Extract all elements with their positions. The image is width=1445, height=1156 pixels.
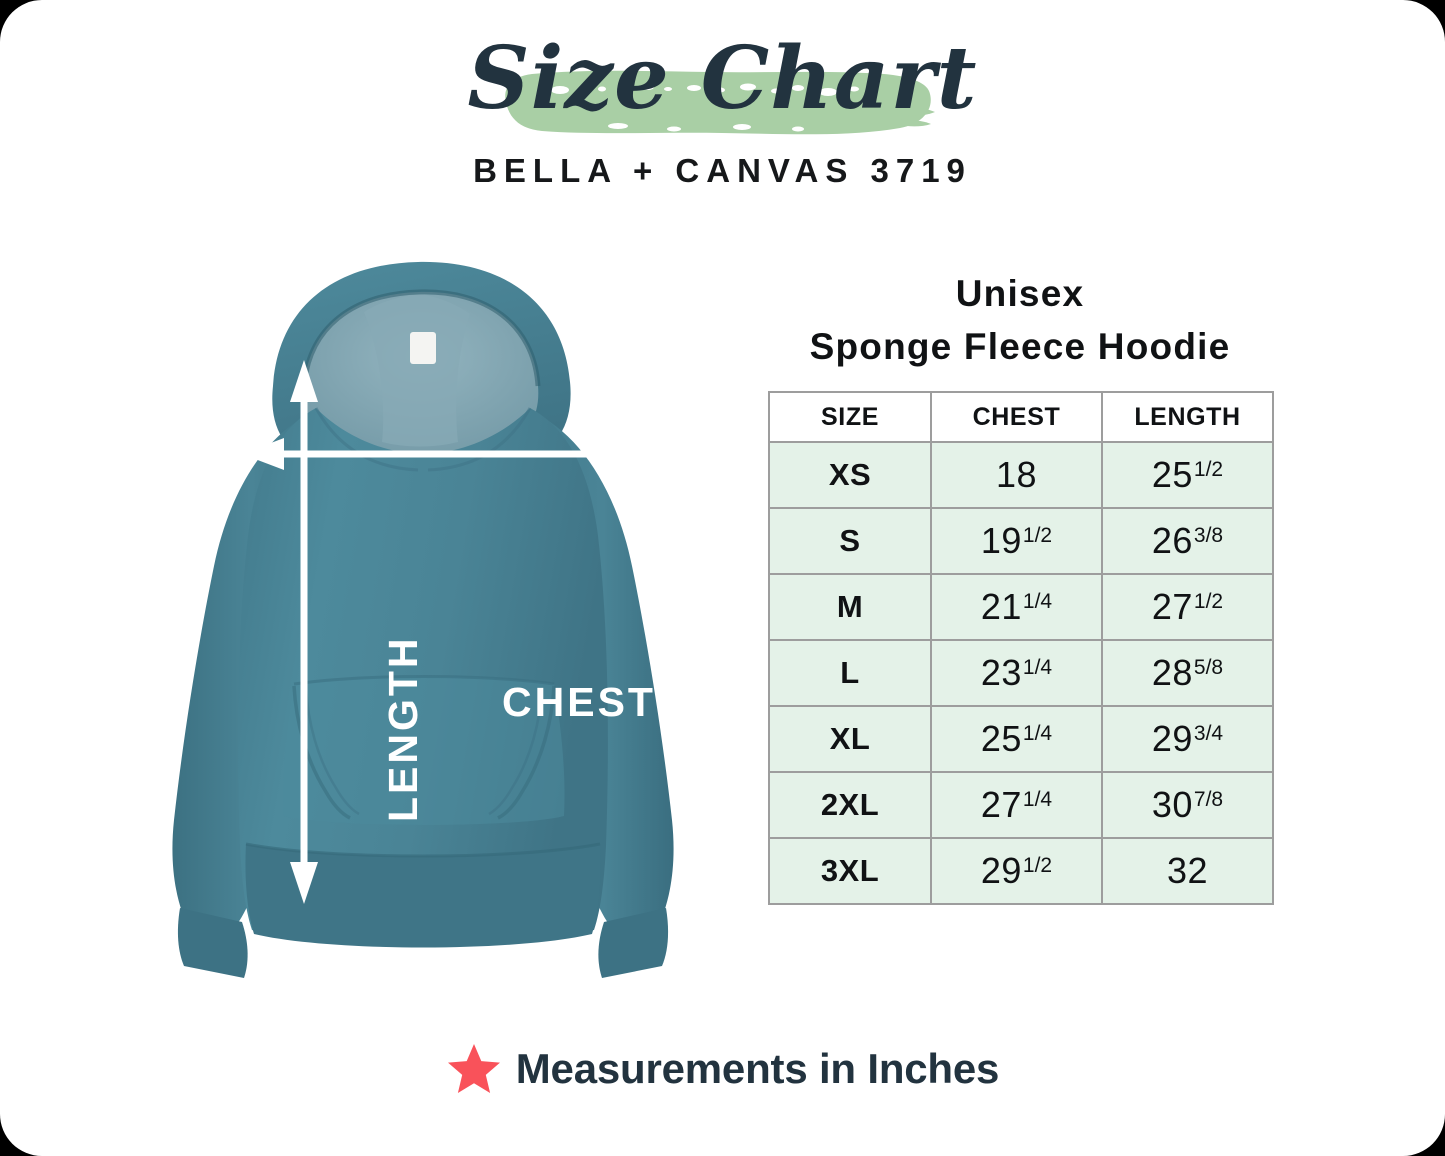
cell-length: 251/2 [1101, 441, 1274, 509]
table-row: XL 251/4 293/4 [768, 705, 1274, 773]
cell-size: M [768, 573, 932, 641]
cell-length: 307/8 [1101, 771, 1274, 839]
footer-note: Measurements in Inches [0, 1042, 1445, 1096]
cell-length: 271/2 [1101, 573, 1274, 641]
cell-size: XL [768, 705, 932, 773]
cell-chest: 18 [930, 441, 1103, 509]
table-row: 2XL 271/4 307/8 [768, 771, 1274, 839]
cell-chest: 271/4 [930, 771, 1103, 839]
cell-size: 3XL [768, 837, 932, 905]
cell-length: 263/8 [1101, 507, 1274, 575]
table-header-row: SIZE CHEST LENGTH [768, 391, 1274, 443]
cell-size: XS [768, 441, 932, 509]
cell-size: S [768, 507, 932, 575]
garment-name-heading: Unisex Sponge Fleece Hoodie [770, 268, 1270, 373]
table-row: M 211/4 271/2 [768, 573, 1274, 641]
hoodie-illustration: CHEST LENGTH [118, 236, 728, 996]
column-header-length: LENGTH [1101, 391, 1274, 443]
length-measurement-label: LENGTH [380, 635, 426, 822]
cell-chest: 251/4 [930, 705, 1103, 773]
column-header-chest: CHEST [930, 391, 1103, 443]
table-row: XS 18 251/2 [768, 441, 1274, 509]
table-row: 3XL 291/2 32 [768, 837, 1274, 905]
cell-chest: 191/2 [930, 507, 1103, 575]
cell-length: 285/8 [1101, 639, 1274, 707]
cell-size: L [768, 639, 932, 707]
cell-length: 32 [1101, 837, 1274, 905]
footer-text: Measurements in Inches [515, 1045, 1000, 1092]
cell-chest: 231/4 [930, 639, 1103, 707]
brand-style-subtitle: BELLA + CANVAS 3719 [473, 152, 972, 189]
page-title: Size Chart [467, 28, 978, 129]
cell-size: 2XL [768, 771, 932, 839]
brush-stroke-decoration [505, 70, 935, 135]
size-table: SIZE CHEST LENGTH XS 18 251/2 S 191/2 263/8 M 2… [768, 391, 1274, 905]
table-row: L 231/4 285/8 [768, 639, 1274, 707]
cell-length: 293/4 [1101, 705, 1274, 773]
star-icon [447, 1044, 500, 1093]
garment-name-line-1: Unisex [955, 273, 1085, 314]
cell-chest: 211/4 [930, 573, 1103, 641]
column-header-size: SIZE [768, 391, 932, 443]
chest-measurement-label: CHEST [502, 679, 656, 725]
cell-chest: 291/2 [930, 837, 1103, 905]
table-row: S 191/2 263/8 [768, 507, 1274, 575]
garment-name-line-2: Sponge Fleece Hoodie [809, 325, 1231, 367]
